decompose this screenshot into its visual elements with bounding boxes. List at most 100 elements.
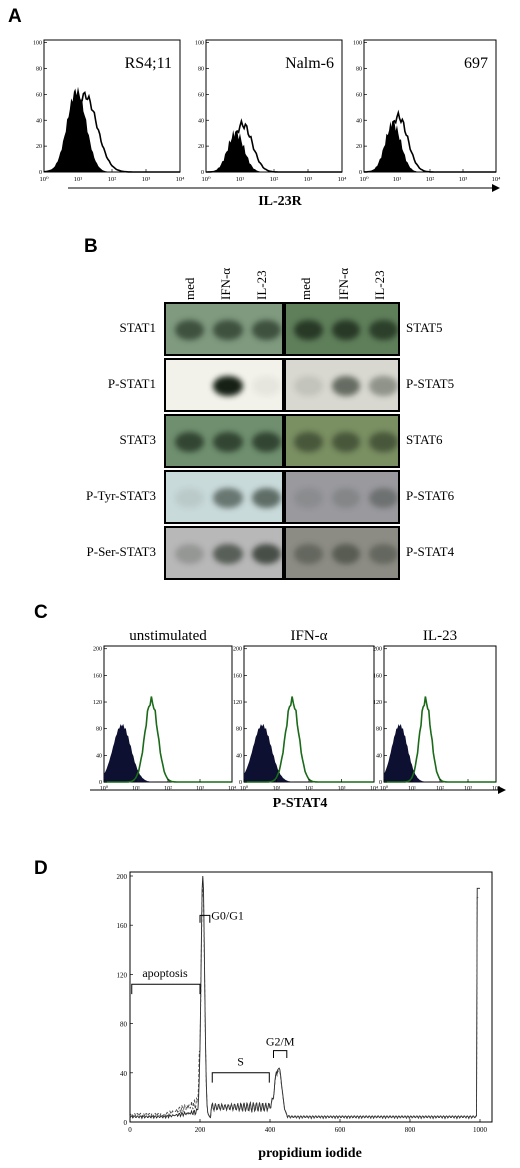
y-tick-label: 0: [99, 780, 102, 786]
blot-column-label: med: [298, 277, 313, 300]
blot-band: [174, 320, 204, 340]
x-tick-label: 10⁰: [359, 176, 369, 183]
x-tick-label: 10¹: [132, 786, 140, 792]
y-tick-label: 0: [39, 170, 42, 176]
y-tick-label: 160: [373, 673, 382, 679]
x-tick-label: 400: [265, 1126, 276, 1134]
blot-row-label-left: P-STAT1: [107, 376, 156, 391]
filled-histogram: [384, 723, 496, 782]
blot-band: [369, 488, 398, 508]
x-tick-label: 10³: [464, 786, 472, 792]
blot-band: [251, 432, 282, 452]
x-tick-label: 10⁰: [100, 785, 109, 792]
s-phase-label: S: [237, 1054, 244, 1068]
blot-band: [213, 432, 243, 452]
blot-band: [331, 320, 361, 340]
panel-d-letter: D: [34, 858, 48, 879]
blot-band: [251, 544, 282, 564]
blot-row-label-right: P-STAT4: [406, 544, 455, 559]
y-tick-label: 40: [356, 118, 362, 124]
x-tick-label: 10⁰: [240, 785, 249, 792]
x-tick-label: 10⁴: [370, 786, 378, 792]
filled-histogram: [104, 723, 232, 782]
outline-histogram: [43, 91, 180, 173]
x-tick-label: 1000: [473, 1126, 488, 1134]
blot-band: [331, 544, 361, 564]
panel-d-dna-histogram: 0 40 80 120 160 200 0 200 400 600 800 1000 G0/G1 apop…: [117, 871, 493, 1134]
blot-row-label-right: STAT5: [406, 320, 443, 335]
y-tick-label: 80: [96, 727, 102, 733]
y-tick-label: 0: [379, 780, 382, 786]
x-tick-label: 10¹: [236, 176, 245, 183]
blot-row-label-right: STAT6: [406, 432, 443, 447]
y-tick-label: 80: [120, 1021, 128, 1029]
panel-a-axis-title: IL-23R: [258, 194, 302, 209]
g0g1-bracket: [199, 914, 211, 923]
x-tick-label: 10¹: [393, 176, 402, 183]
blot-left-4: [164, 526, 284, 580]
blot-band: [251, 488, 282, 508]
y-tick-label: 20: [198, 144, 204, 150]
x-tick-label: 10¹: [408, 786, 416, 792]
x-tick-label: 10²: [426, 176, 435, 183]
filled-histogram: [244, 723, 374, 782]
y-tick-label: 40: [198, 118, 204, 124]
blot-band: [294, 432, 323, 452]
plot-label: Nalm-6: [285, 55, 334, 72]
y-tick-label: 0: [239, 780, 242, 786]
blot-band: [174, 544, 204, 564]
blot-band: [294, 376, 323, 396]
blot-band: [331, 376, 361, 396]
blot-left-3: [164, 470, 284, 524]
blot-right-1: [284, 358, 400, 412]
y-tick-label: 20: [356, 144, 362, 150]
blot-row-label-right: P-STAT5: [406, 376, 455, 391]
blot-right-4: [284, 526, 400, 580]
plot-label: unstimulated: [129, 628, 207, 644]
x-tick-label: 10⁴: [492, 176, 502, 183]
x-tick-label: 10²: [305, 786, 313, 792]
s-phase-bracket: [211, 1072, 270, 1083]
y-tick-label: 80: [36, 67, 42, 73]
y-tick-label: 100: [33, 41, 42, 47]
blot-left-1: [164, 358, 284, 412]
blot-band: [213, 488, 243, 508]
blot-column-label: IL-23: [372, 270, 387, 300]
panel-b-letter: B: [84, 236, 98, 257]
blot-band: [331, 432, 361, 452]
y-tick-label: 80: [236, 727, 242, 733]
blot-row-label-left: P-Tyr-STAT3: [85, 488, 156, 503]
panel-c-plot-3: IL-23 0 40 80 120 160 200 10⁰ 10¹ 10² 10³ 10⁴: [373, 628, 500, 792]
blot-band: [251, 320, 282, 340]
blot-row-label-right: P-STAT6: [406, 488, 455, 503]
blot-band: [369, 376, 398, 396]
panel-a-histograms: RS4;11 0 20 40 60 80 100 10⁰ 10¹ 10² 10³ 10⁴ Nalm-6 0…: [33, 39, 502, 192]
panel-a-letter: A: [8, 6, 22, 27]
y-tick-label: 60: [36, 92, 42, 98]
panel-a-plot-2: Nalm-6 0 20 40 60 80 100 10⁰ 10¹ 10² 10³ 10⁴: [195, 39, 347, 183]
blot-band: [174, 432, 204, 452]
blot-right-3: [284, 470, 400, 524]
blot-column-label: IFN-α: [218, 267, 233, 300]
blot-row-label-left: STAT1: [119, 320, 156, 335]
panel-a-plot-3: 697 0 20 40 60 80 100 10⁰ 10¹ 10² 10³ 10⁴: [353, 39, 502, 183]
blot-right-2: [284, 414, 400, 468]
x-tick-label: 10⁴: [228, 786, 236, 792]
panel-a-axis-arrow: [492, 184, 500, 192]
y-tick-label: 60: [356, 92, 362, 98]
plot-label: 697: [464, 55, 488, 72]
blot-band: [213, 320, 243, 340]
y-tick-label: 40: [36, 118, 42, 124]
panel-d-plot: 0 40 80 120 160 200 0 200 400 600 800 1000 G0/G1 apop…: [117, 871, 493, 1134]
blot-band: [331, 488, 361, 508]
x-tick-label: 10¹: [273, 786, 281, 792]
plot-label: RS4;11: [125, 55, 172, 72]
x-tick-label: 10²: [270, 176, 279, 183]
blot-band: [213, 544, 243, 564]
x-tick-label: 10²: [436, 786, 444, 792]
blot-band: [251, 376, 282, 396]
panel-c-plot-1: unstimulated 0 40 80 120 160 200 10⁰ 10¹ 10² 10³ 10…: [93, 628, 236, 792]
panel-a-plot-1: RS4;11 0 20 40 60 80 100 10⁰ 10¹ 10² 10³ 10⁴: [33, 39, 185, 183]
blot-band: [294, 544, 323, 564]
g2m-bracket: [273, 1050, 288, 1059]
